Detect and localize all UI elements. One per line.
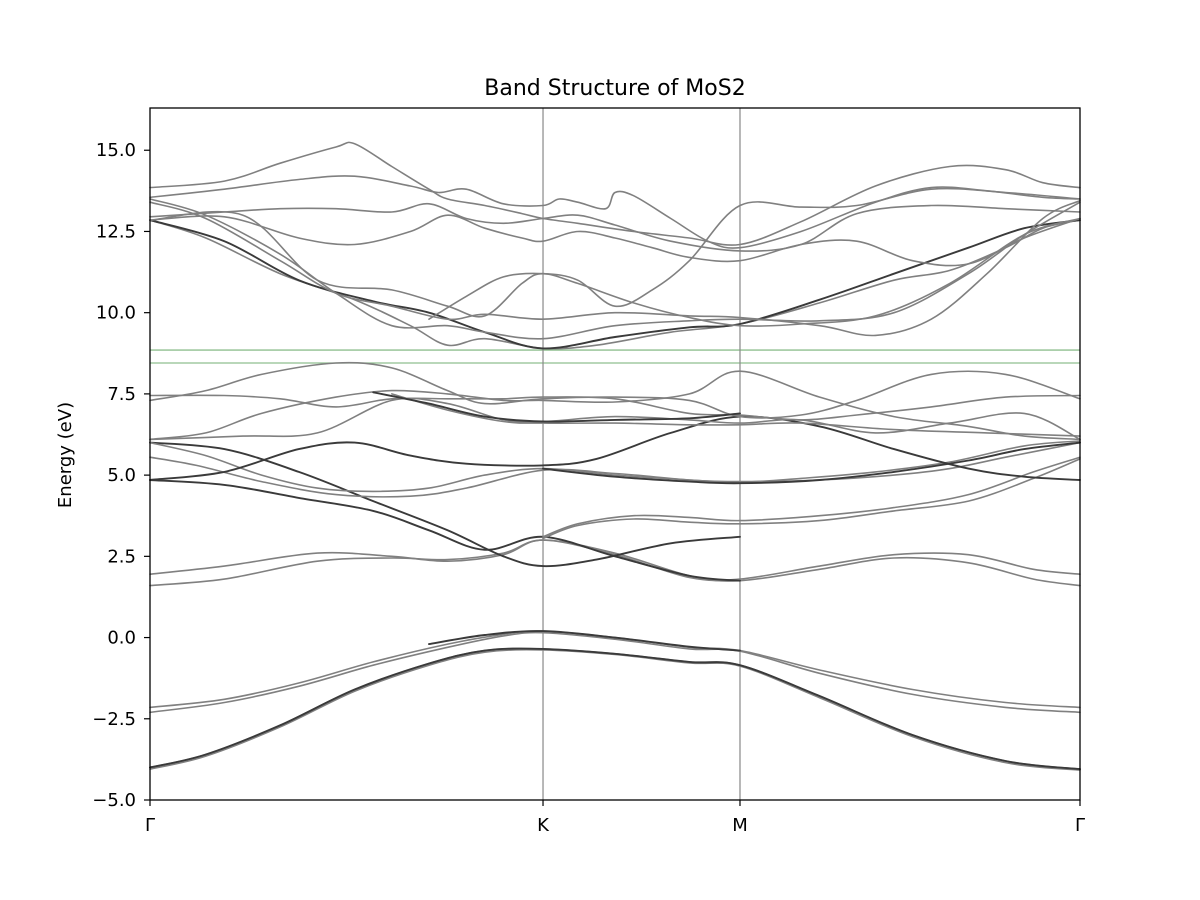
band-line-5 [428, 630, 741, 652]
band-line-8 [149, 441, 741, 568]
band-line-3 [149, 630, 1081, 709]
band-line-19 [149, 397, 1081, 441]
y-tick-label-7: 12.5 [96, 221, 136, 242]
band-line-20 [391, 393, 1081, 437]
band-line-4 [149, 631, 1081, 714]
x-tick-label-3: Γ [1075, 815, 1085, 836]
band-line-12 [149, 441, 1081, 498]
band-line-10 [542, 456, 1081, 538]
reference-lines [150, 349, 1080, 364]
band-line-24 [149, 198, 1081, 340]
y-tick-label-1: −2.5 [92, 709, 136, 730]
band-line-27 [428, 187, 1081, 320]
band-line-0 [149, 647, 1081, 770]
band-line-26 [149, 210, 1081, 327]
band-line-23 [149, 219, 1081, 350]
band-line-15 [542, 441, 1081, 485]
band-line-30 [149, 175, 1081, 249]
band-line-31 [149, 141, 1081, 246]
chart-title: Band Structure of MoS2 [484, 76, 745, 101]
y-axis-ticks: −5.0 −2.5 0.0 2.5 5.0 7.5 10.0 12.5 15.0 [92, 140, 150, 811]
y-tick-label-0: −5.0 [92, 790, 136, 811]
high-symmetry-lines [542, 108, 741, 800]
band-line-28 [149, 214, 1081, 267]
y-tick-label-3: 2.5 [107, 546, 136, 567]
band-line-2 [149, 647, 1081, 771]
y-tick-label-8: 15.0 [96, 140, 136, 161]
band-line-25 [149, 199, 1081, 337]
band-line-7 [149, 539, 1081, 582]
y-tick-label-5: 7.5 [107, 384, 136, 405]
y-tick-label-4: 5.0 [107, 465, 136, 486]
band-line-1 [149, 648, 1081, 771]
band-line-6 [149, 539, 1081, 587]
y-axis-label: Energy (eV) [55, 402, 76, 508]
band-line-9 [149, 479, 741, 582]
band-line-14 [149, 415, 1081, 481]
band-curves [149, 141, 1081, 771]
y-tick-label-6: 10.0 [96, 303, 136, 324]
band-line-21 [372, 391, 741, 423]
band-line-17 [149, 361, 1081, 419]
band-line-22 [149, 219, 1081, 350]
x-tick-label-1: K [537, 815, 550, 836]
band-line-18 [149, 394, 1081, 421]
band-line-11 [542, 458, 1081, 540]
y-tick-label-2: 0.0 [107, 628, 136, 649]
x-tick-label-0: Γ [145, 815, 155, 836]
band-line-29 [149, 202, 1081, 252]
band-line-13 [149, 440, 1081, 493]
x-tick-label-2: M [732, 815, 748, 836]
plot-frame [149, 107, 1081, 801]
